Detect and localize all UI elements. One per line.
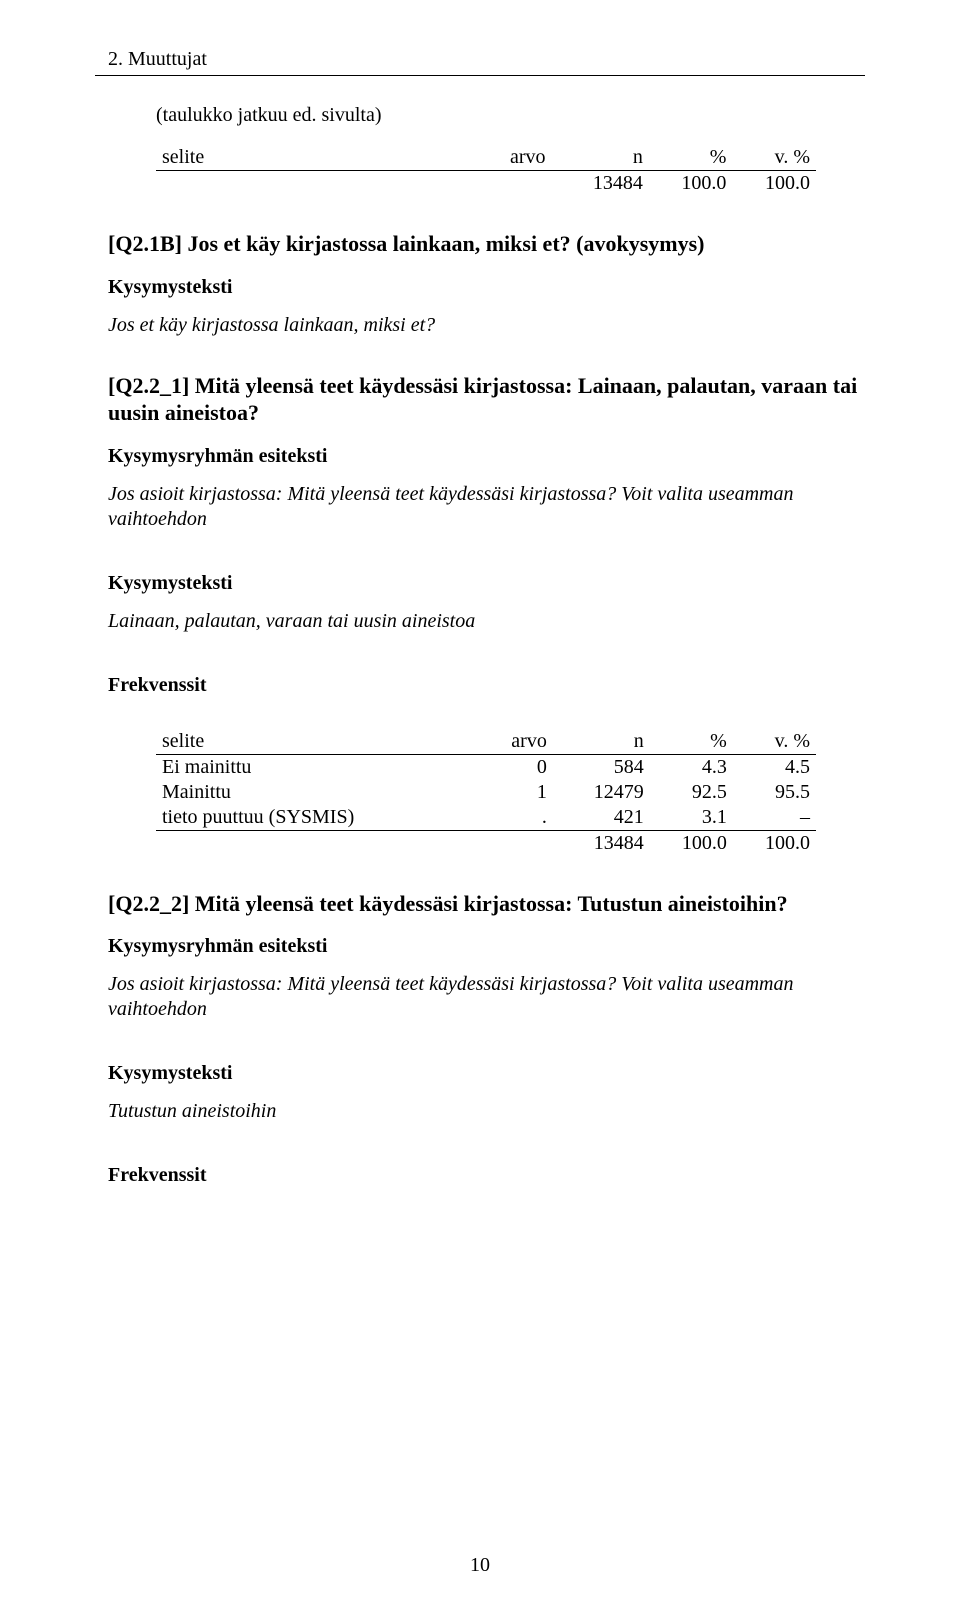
table-cell: 100.0 xyxy=(733,830,816,856)
table-cell xyxy=(156,171,482,197)
table-cell: Mainittu xyxy=(156,780,484,805)
table-row-total: 13484 100.0 100.0 xyxy=(156,171,816,197)
table-cell xyxy=(156,830,484,856)
table-row-total: 13484 100.0 100.0 xyxy=(156,830,816,856)
label-group-pretext: Kysymysryhmän esiteksti xyxy=(108,445,865,468)
label-kysymysteksti: Kysymysteksti xyxy=(108,572,865,595)
table-cell: 1 xyxy=(484,780,553,805)
continuation-note: (taulukko jatkuu ed. sivulta) xyxy=(156,104,865,127)
col-header: n xyxy=(552,145,649,171)
table-cell: tieto puuttuu (SYSMIS) xyxy=(156,805,484,831)
table-cell: 12479 xyxy=(553,780,650,805)
table-cell: 421 xyxy=(553,805,650,831)
table-cell: 3.1 xyxy=(650,805,733,831)
group-pretext-body: Jos asioit kirjastossa: Mitä yleensä tee… xyxy=(108,482,865,532)
question-body: Tutustun aineistoihin xyxy=(108,1099,865,1124)
col-header: arvo xyxy=(482,145,551,171)
label-frekvenssit: Frekvenssit xyxy=(108,674,865,697)
col-header: % xyxy=(650,729,733,755)
table-row: Ei mainittu 0 584 4.3 4.5 xyxy=(156,754,816,780)
page-number: 10 xyxy=(0,1554,960,1577)
label-kysymysteksti: Kysymysteksti xyxy=(108,1062,865,1085)
section-heading: 2. Muuttujat xyxy=(108,48,865,71)
table-cell: 92.5 xyxy=(650,780,733,805)
table-cell xyxy=(482,171,551,197)
question-heading: [Q2.2_2] Mitä yleensä teet käydessäsi ki… xyxy=(108,890,865,918)
table-cell: 4.5 xyxy=(733,754,816,780)
table-cell: 13484 xyxy=(553,830,650,856)
table-cell: 95.5 xyxy=(733,780,816,805)
group-pretext-body: Jos asioit kirjastossa: Mitä yleensä tee… xyxy=(108,972,865,1022)
col-header: % xyxy=(649,145,733,171)
col-header: v. % xyxy=(732,145,816,171)
col-header: v. % xyxy=(733,729,816,755)
col-header: n xyxy=(553,729,650,755)
col-header: arvo xyxy=(484,729,553,755)
table-header-row: selite arvo n % v. % xyxy=(156,729,816,755)
table-cell: Ei mainittu xyxy=(156,754,484,780)
label-group-pretext: Kysymysryhmän esiteksti xyxy=(108,935,865,958)
table-cell: 13484 xyxy=(552,171,649,197)
question-body: Jos et käy kirjastossa lainkaan, miksi e… xyxy=(108,313,865,338)
table-cell xyxy=(484,830,553,856)
table-cell: 100.0 xyxy=(649,171,733,197)
section-rule xyxy=(95,75,865,76)
table-cell: 4.3 xyxy=(650,754,733,780)
table-row: tieto puuttuu (SYSMIS) . 421 3.1 – xyxy=(156,805,816,831)
question-body: Lainaan, palautan, varaan tai uusin aine… xyxy=(108,609,865,634)
table-header-row: selite arvo n % v. % xyxy=(156,145,816,171)
table-cell: 100.0 xyxy=(650,830,733,856)
table-cell: 100.0 xyxy=(732,171,816,197)
label-frekvenssit: Frekvenssit xyxy=(108,1164,865,1187)
question-heading: [Q2.2_1] Mitä yleensä teet käydessäsi ki… xyxy=(108,372,865,427)
col-header: selite xyxy=(156,729,484,755)
label-kysymysteksti: Kysymysteksti xyxy=(108,276,865,299)
table-cell: . xyxy=(484,805,553,831)
table-cell: 584 xyxy=(553,754,650,780)
col-header: selite xyxy=(156,145,482,171)
freq-table-continued: selite arvo n % v. % 13484 100.0 100.0 xyxy=(156,145,816,196)
table-cell: 0 xyxy=(484,754,553,780)
question-heading: [Q2.1B] Jos et käy kirjastossa lainkaan,… xyxy=(108,230,865,258)
table-row: Mainittu 1 12479 92.5 95.5 xyxy=(156,780,816,805)
page-container: 2. Muuttujat (taulukko jatkuu ed. sivult… xyxy=(0,0,960,1605)
table-cell: – xyxy=(733,805,816,831)
freq-table-q22-1: selite arvo n % v. % Ei mainittu 0 584 4… xyxy=(156,729,816,856)
